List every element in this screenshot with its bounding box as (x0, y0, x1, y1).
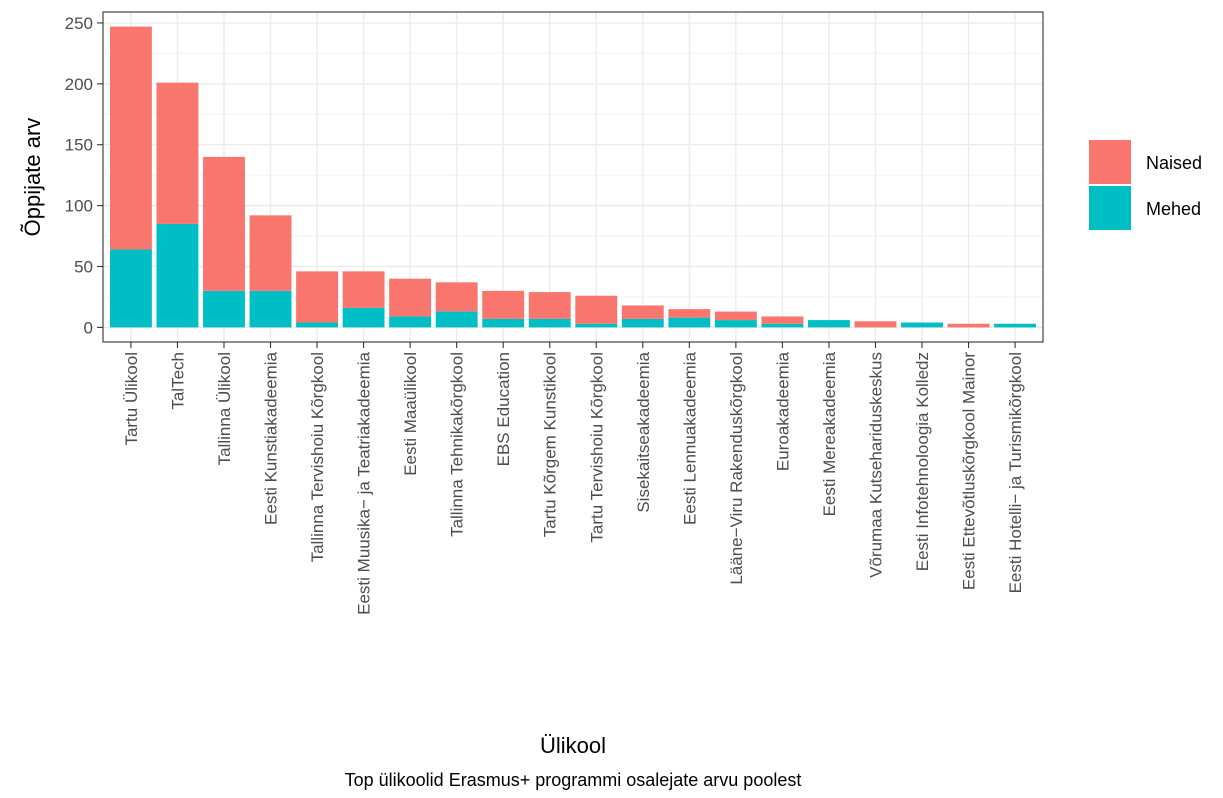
x-axis: Tartu Ülikool TalTech Tallinna Ülikool Eest… (122, 342, 1025, 615)
bar-naised-2 (156, 82, 199, 224)
x-tick-label: Euroakadeemia (773, 351, 792, 471)
bar-mehed-20 (994, 323, 1037, 328)
bar-mehed-18 (901, 322, 943, 328)
bar-naised-17 (854, 321, 897, 328)
x-tick-label: Tartu Tervishoiu Kõrgkool (587, 352, 606, 543)
x-tick-label: EBS Education (494, 352, 513, 466)
bar-naised-13 (668, 309, 711, 318)
x-tick-label: Tartu Kõrgem Kunstikool (541, 352, 560, 537)
x-tick-label: Eesti Kunstiakadeemia (262, 351, 281, 524)
bar-mehed-14 (714, 320, 757, 328)
bar-mehed-15 (761, 323, 804, 328)
y-tick-label: 50 (74, 258, 93, 277)
x-tick-label: Tallinna Tehnikakõrgkool (448, 352, 467, 537)
legend-label-naised: Naised (1146, 153, 1202, 173)
bar-mehed-12 (621, 318, 664, 328)
bar-naised-12 (621, 305, 664, 319)
x-tick-label: TalTech (168, 352, 187, 410)
y-tick-label: 200 (65, 75, 93, 94)
bar-mehed-4 (249, 290, 292, 328)
bar-mehed-5 (296, 322, 338, 328)
bar-naised-6 (342, 271, 385, 308)
bar-mehed-6 (342, 307, 385, 328)
x-tick-label: Eesti Infotehnoloogia Kolledz (913, 352, 932, 571)
bar-naised-15 (761, 316, 804, 324)
bar-naised-11 (575, 295, 618, 324)
bar-naised-3 (203, 156, 245, 291)
chart-caption: Top ülikoolid Erasmus+ programmi osaleja… (345, 770, 802, 790)
bar-naised-19 (947, 323, 990, 328)
x-tick-label: Sisekaitseakadeemia (634, 351, 653, 512)
legend-key-mehed (1089, 186, 1131, 230)
bars (109, 26, 1037, 328)
grid (103, 12, 1043, 342)
x-tick-label: Tallinna Ülikool (215, 352, 234, 465)
x-tick-label: Eesti Hotelli− ja Turismikõrgkool (1006, 352, 1025, 593)
bar-naised-14 (714, 311, 757, 321)
legend-key-naised (1089, 140, 1131, 184)
x-tick-label: Eesti Mereakadeemia (820, 351, 839, 516)
x-tick-label: Eesti Ettevõtluskõrgkool Mainor (960, 352, 979, 590)
panel-border (102, 11, 1044, 343)
bar-mehed-8 (435, 311, 478, 328)
bar-mehed-10 (528, 318, 571, 328)
legend-label-mehed: Mehed (1146, 199, 1201, 219)
bar-mehed-13 (668, 317, 711, 328)
bar-mehed-2 (156, 223, 199, 328)
legend: Naised Mehed (1089, 140, 1202, 230)
x-tick-label: Lääne−Viru Rakenduskõrgkool (727, 352, 746, 585)
x-axis-title: Ülikool (540, 733, 606, 758)
x-tick-label: Tallinna Tervishoiu Kõrgkool (308, 352, 327, 562)
x-tick-label: Eesti Lennuakadeemia (680, 351, 699, 525)
x-tick-label: Tartu Ülikool (122, 352, 141, 446)
bar-naised-8 (435, 282, 478, 312)
bar-mehed-9 (482, 318, 525, 328)
bar-mehed-16 (808, 320, 850, 328)
bar-naised-9 (482, 290, 525, 319)
x-tick-label: Eesti Maaülikool (401, 352, 420, 476)
x-tick-label: Eesti Muusika− ja Teatriakadeemia (355, 351, 374, 614)
y-tick-label: 250 (65, 14, 93, 33)
bar-naised-1 (109, 26, 152, 250)
x-tick-label: Võrumaa Kutsehariduskeskus (866, 352, 885, 578)
bar-naised-4 (249, 215, 292, 291)
y-axis: 0 50 100 150 200 250 (65, 14, 103, 337)
y-tick-label: 150 (65, 136, 93, 155)
bar-naised-7 (389, 278, 432, 317)
bar-mehed-7 (389, 316, 432, 328)
y-tick-label: 100 (65, 197, 93, 216)
bar-naised-10 (528, 292, 571, 319)
bar-naised-5 (296, 271, 338, 323)
bar-mehed-3 (203, 290, 245, 328)
y-axis-title: Õppijate arv (20, 118, 45, 237)
y-tick-label: 0 (84, 318, 93, 337)
bar-mehed-11 (575, 323, 618, 328)
bar-mehed-1 (109, 249, 152, 328)
